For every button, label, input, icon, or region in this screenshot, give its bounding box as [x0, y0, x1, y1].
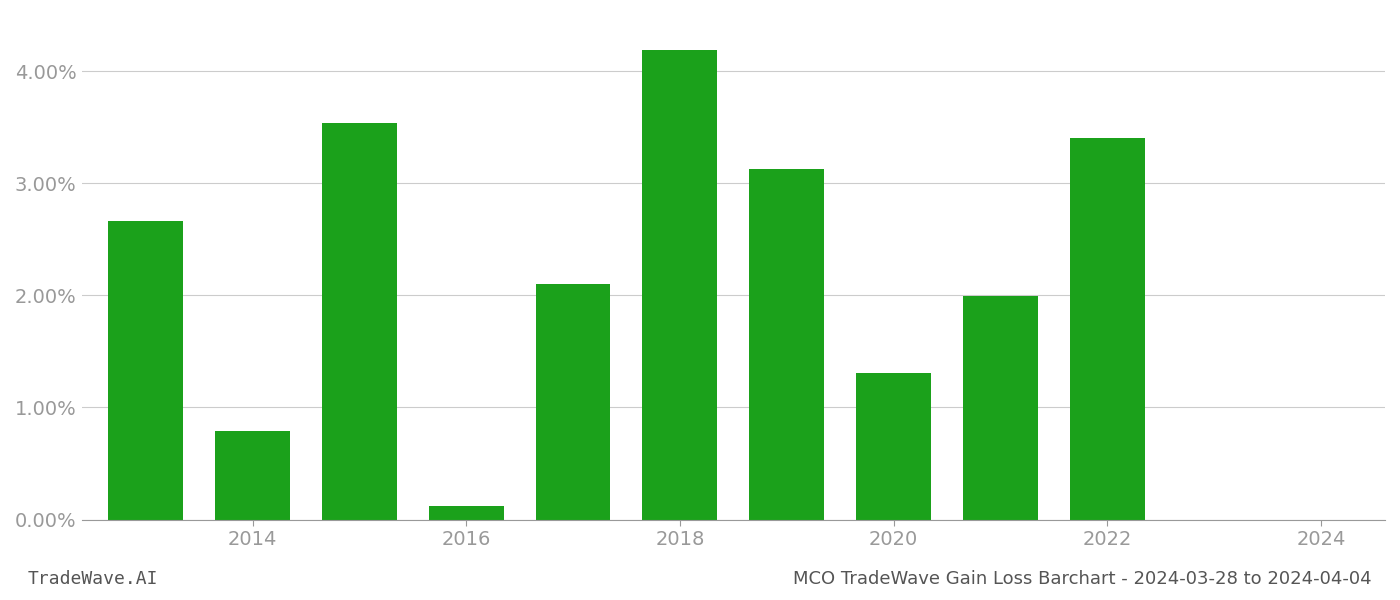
Text: MCO TradeWave Gain Loss Barchart - 2024-03-28 to 2024-04-04: MCO TradeWave Gain Loss Barchart - 2024-… [794, 570, 1372, 588]
Bar [643, 50, 717, 520]
Text: TradeWave.AI: TradeWave.AI [28, 570, 158, 588]
Bar [1070, 139, 1145, 520]
Bar [216, 431, 290, 520]
Bar [749, 169, 825, 520]
Bar [857, 373, 931, 520]
Bar [428, 506, 504, 520]
Bar [963, 296, 1037, 520]
Bar [536, 284, 610, 520]
Bar [108, 221, 183, 520]
Bar [322, 122, 396, 520]
